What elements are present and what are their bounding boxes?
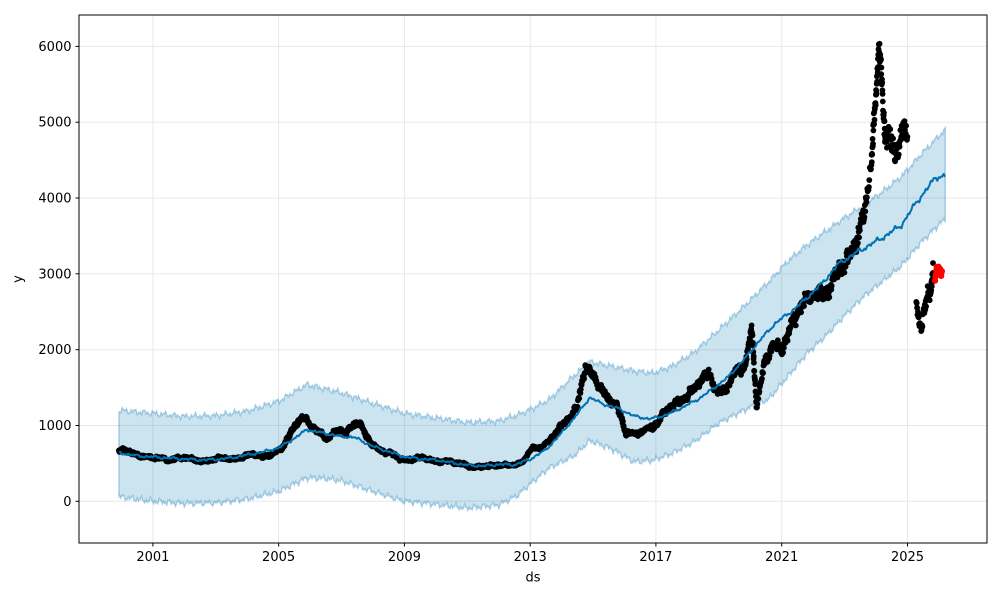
history-point (828, 283, 835, 289)
history-point (887, 126, 894, 133)
history-point (576, 395, 583, 402)
x-tick-label: 2025 (891, 550, 924, 565)
history-point (879, 91, 886, 97)
history-point (871, 121, 877, 128)
history-point (759, 375, 765, 382)
history-point (826, 294, 833, 301)
history-point (919, 323, 926, 330)
uncertainty-band-edge (118, 125, 946, 513)
future-point (938, 268, 946, 275)
history-point (915, 314, 922, 321)
axis-ticks: 2001 2005 2009 2013 2017 2021 2025 0 1000 2000 300… (38, 40, 924, 565)
history-point (876, 40, 883, 47)
history-point (878, 71, 885, 78)
y-tick-label: 2000 (38, 343, 71, 358)
history-point (752, 381, 759, 388)
history-point (913, 300, 920, 306)
history-point (869, 151, 876, 158)
history-point (841, 269, 848, 276)
history-point (870, 127, 877, 134)
y-tick-label: 3000 (38, 267, 71, 282)
plot-spines (78, 14, 988, 544)
future-points-group (932, 263, 946, 284)
history-point (815, 296, 821, 303)
history-point (798, 309, 804, 316)
history-point (581, 375, 587, 382)
history-point (801, 303, 807, 309)
history-point (760, 370, 766, 376)
history-point (868, 159, 875, 166)
history-point (750, 353, 757, 360)
history-point (896, 143, 903, 150)
history-point (755, 395, 762, 402)
history-point (903, 122, 909, 129)
history-point (923, 303, 929, 310)
history-point (878, 64, 885, 71)
history-point (749, 332, 756, 339)
history-point (881, 109, 887, 116)
y-tick-label: 0 (63, 495, 71, 510)
history-point (895, 151, 902, 158)
history-point (750, 339, 756, 346)
history-point (904, 133, 911, 140)
history-point (866, 177, 873, 184)
history-point (866, 184, 872, 190)
history-point (705, 366, 712, 373)
plot-data-area (116, 40, 946, 513)
history-point (915, 308, 921, 315)
history-point (872, 102, 879, 109)
x-tick-label: 2021 (765, 550, 798, 565)
history-point (574, 403, 581, 410)
forecast-line (118, 173, 946, 468)
history-point (873, 90, 880, 96)
history-point (857, 227, 863, 234)
x-axis-label: ds (525, 571, 540, 586)
y-tick-label: 6000 (38, 40, 71, 55)
history-point (780, 349, 786, 356)
history-point (756, 388, 763, 395)
history-point (879, 79, 886, 86)
history-point (751, 368, 758, 374)
history-point (855, 240, 861, 247)
history-point (792, 322, 799, 329)
history-point (862, 208, 869, 215)
history-point (784, 337, 791, 344)
history-point (869, 136, 876, 142)
history-point (881, 118, 888, 125)
history-point (864, 194, 870, 201)
history-point (748, 322, 755, 329)
history-point (751, 359, 757, 366)
history-point (874, 78, 880, 85)
history-point (754, 401, 761, 407)
x-tick-label: 2009 (388, 550, 421, 565)
y-tick-label: 5000 (38, 116, 71, 131)
history-point (879, 98, 886, 105)
y-tick-label: 4000 (38, 192, 71, 207)
x-tick-label: 2013 (514, 550, 547, 565)
history-point (930, 260, 936, 266)
y-axis-label: y (11, 275, 26, 283)
history-point (577, 386, 584, 393)
history-point (620, 418, 626, 425)
x-tick-label: 2017 (639, 550, 672, 565)
history-point (870, 140, 876, 147)
x-tick-label: 2005 (262, 550, 295, 565)
history-point (926, 297, 933, 304)
history-point (781, 344, 787, 351)
history-point (861, 214, 868, 220)
history-point (856, 234, 862, 241)
history-point (878, 56, 884, 63)
history-point (928, 283, 935, 290)
x-tick-label: 2001 (136, 550, 169, 565)
history-point (890, 135, 896, 142)
history-point (724, 388, 730, 395)
uncertainty-band-fill (118, 127, 946, 511)
history-point (708, 375, 715, 382)
history-point (871, 116, 878, 123)
history-point (863, 199, 870, 206)
y-tick-label: 1000 (38, 419, 71, 434)
